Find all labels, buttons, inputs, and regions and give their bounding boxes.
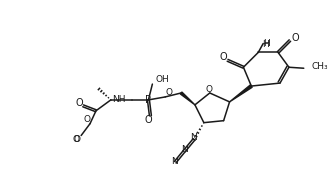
Text: O: O — [166, 89, 173, 98]
Text: H: H — [263, 39, 269, 48]
Text: NH: NH — [112, 95, 126, 104]
Text: O: O — [75, 98, 83, 108]
Text: O: O — [145, 115, 152, 125]
Text: H: H — [262, 40, 268, 49]
Text: O: O — [205, 85, 212, 94]
Text: O: O — [291, 33, 299, 43]
Text: N: N — [191, 133, 197, 142]
Text: OH: OH — [155, 75, 169, 84]
Text: CH₃: CH₃ — [312, 62, 328, 71]
Text: O: O — [73, 135, 80, 144]
Polygon shape — [180, 92, 195, 105]
Text: N: N — [181, 145, 187, 154]
Text: P: P — [145, 95, 151, 105]
Text: N: N — [171, 157, 177, 166]
Polygon shape — [230, 85, 252, 102]
Text: O: O — [220, 52, 227, 62]
Text: O: O — [74, 135, 81, 144]
Text: O: O — [83, 115, 91, 124]
